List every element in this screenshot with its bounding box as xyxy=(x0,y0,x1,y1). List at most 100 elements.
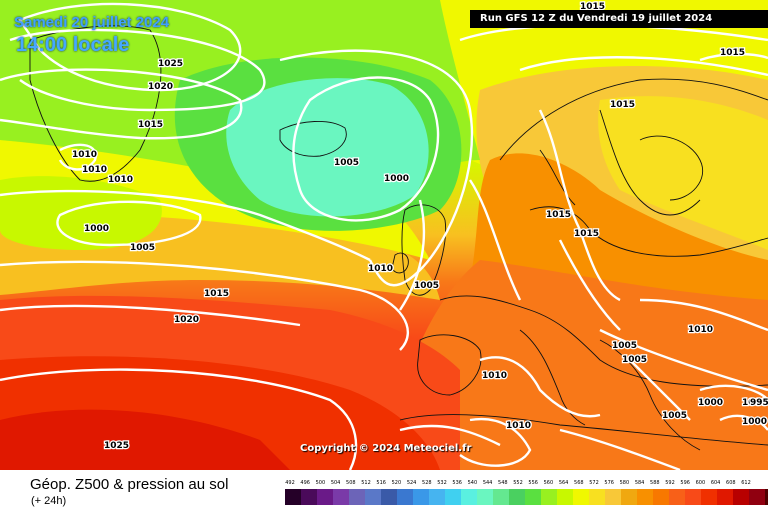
scale-swatch xyxy=(733,489,749,505)
scale-swatch xyxy=(621,489,637,505)
color-scale-labels: 492 496 500 504 508 512 516 520 524 528 532 536 540 5… xyxy=(282,480,752,488)
scale-value-label: 588 xyxy=(650,480,660,486)
scale-value-label: 508 xyxy=(346,480,356,486)
scale-value-label: 612 xyxy=(741,480,751,486)
scale-value-label: 548 xyxy=(498,480,508,486)
scale-value-label: 604 xyxy=(710,480,721,486)
legend-title: Géop. Z500 & pression au sol xyxy=(30,476,229,493)
scale-swatch xyxy=(397,489,413,505)
scale-value-label: 584 xyxy=(634,480,645,486)
scale-value-label: 504 xyxy=(330,480,341,486)
scale-swatch xyxy=(573,489,589,505)
geopotential-field xyxy=(0,0,768,470)
isobar-label: 1025 xyxy=(158,59,183,69)
isobars xyxy=(0,2,768,470)
scale-value-label: 544 xyxy=(482,480,493,486)
scale-swatch xyxy=(509,489,525,505)
scale-swatch xyxy=(477,489,493,505)
scale-swatch xyxy=(749,489,765,505)
copyright-notice: Copyright © 2024 Meteociel.fr xyxy=(300,443,472,454)
isobar-label: 1010 xyxy=(72,150,97,160)
scale-swatch xyxy=(685,489,701,505)
isobar-label: 1005 xyxy=(662,411,687,421)
isobar-label: 1005 xyxy=(622,355,647,365)
isobar-label: 1000 xyxy=(384,174,409,184)
isobar-label: 1015 xyxy=(138,120,163,130)
isobar-label: 1005 xyxy=(612,341,637,351)
scale-value-label: 492 xyxy=(285,480,295,486)
scale-value-label: 556 xyxy=(528,480,538,486)
isobar-label: 1015 xyxy=(574,229,599,239)
scale-value-label: 528 xyxy=(422,480,432,486)
isobar-label: 1000 xyxy=(84,224,109,234)
isobar-label: 1025 xyxy=(104,441,129,451)
scale-value-label: 552 xyxy=(513,480,523,486)
isobar-label: 1005 xyxy=(414,281,439,291)
isobar-label: 1015 xyxy=(546,210,571,220)
scale-swatch xyxy=(541,489,557,505)
scale-swatch xyxy=(285,489,301,505)
scale-swatch xyxy=(461,489,477,505)
isobar-label: 995 xyxy=(750,398,768,408)
isobar-label: 1010 xyxy=(82,165,107,175)
geopotential-map-canvas: 1025 1020 1015 1010 1010 1010 1000 1005 … xyxy=(0,0,768,470)
scale-value-label: 568 xyxy=(574,480,584,486)
scale-swatch xyxy=(525,489,541,505)
isobar-label: 1005 xyxy=(334,158,359,168)
isobar-label: 1000 xyxy=(698,398,723,408)
isobar-label: 1010 xyxy=(506,421,531,431)
scale-value-label: 524 xyxy=(406,480,417,486)
isobar-label: 1000 xyxy=(742,398,767,408)
scale-value-label: 576 xyxy=(604,480,614,486)
scale-swatch xyxy=(333,489,349,505)
isobar-labels: 1025 1020 1015 1010 1010 1010 1000 1005 … xyxy=(71,1,768,453)
scale-value-label: 496 xyxy=(300,480,310,486)
scale-value-label: 596 xyxy=(680,480,690,486)
scale-swatch xyxy=(717,489,733,505)
scale-swatch xyxy=(381,489,397,505)
scale-swatch xyxy=(557,489,573,505)
scale-value-label: 540 xyxy=(467,480,478,486)
scale-swatch xyxy=(589,489,605,505)
scale-value-label: 512 xyxy=(361,480,371,486)
legend-panel: Géop. Z500 & pression au sol (+ 24h) 492… xyxy=(0,470,768,512)
scale-value-label: 608 xyxy=(726,480,736,486)
scale-swatch xyxy=(653,489,669,505)
model-run-info: Run GFS 12 Z du Vendredi 19 juillet 2024 xyxy=(470,10,768,28)
scale-swatch xyxy=(365,489,381,505)
scale-value-label: 532 xyxy=(437,480,447,486)
scale-swatch xyxy=(349,489,365,505)
color-scale-bar xyxy=(285,489,768,505)
isobar-label: 1015 xyxy=(204,289,229,299)
isobar-label: 1015 xyxy=(720,48,745,58)
scale-value-label: 520 xyxy=(391,480,402,486)
scale-swatch xyxy=(317,489,333,505)
forecast-offset: (+ 24h) xyxy=(31,495,67,507)
scale-swatch xyxy=(493,489,509,505)
isobar-label: 1010 xyxy=(108,175,133,185)
scale-swatch xyxy=(669,489,685,505)
scale-value-label: 580 xyxy=(619,480,630,486)
isobar-label: 1000 xyxy=(742,417,767,427)
isobar-label: 1010 xyxy=(368,264,393,274)
scale-value-label: 536 xyxy=(452,480,462,486)
isobar-label: 1010 xyxy=(482,371,507,381)
scale-value-label: 560 xyxy=(543,480,554,486)
isobar-label: 1010 xyxy=(688,325,713,335)
scale-swatch xyxy=(701,489,717,505)
forecast-time-title: 14:00 locale xyxy=(16,34,130,56)
isobar-label: 1020 xyxy=(174,315,199,325)
scale-value-label: 564 xyxy=(558,480,569,486)
isobar-label: 1020 xyxy=(148,82,173,92)
scale-value-label: 592 xyxy=(665,480,675,486)
coastlines xyxy=(29,25,768,451)
weather-map: 1025 1020 1015 1010 1010 1010 1000 1005 … xyxy=(0,0,768,470)
scale-value-label: 572 xyxy=(589,480,599,486)
scale-swatch xyxy=(413,489,429,505)
isobar-label: 1015 xyxy=(610,100,635,110)
scale-swatch xyxy=(605,489,621,505)
scale-swatch xyxy=(429,489,445,505)
forecast-date-title: Samedi 20 juillet 2024 xyxy=(14,14,170,31)
scale-swatch xyxy=(445,489,461,505)
scale-swatch xyxy=(301,489,317,505)
